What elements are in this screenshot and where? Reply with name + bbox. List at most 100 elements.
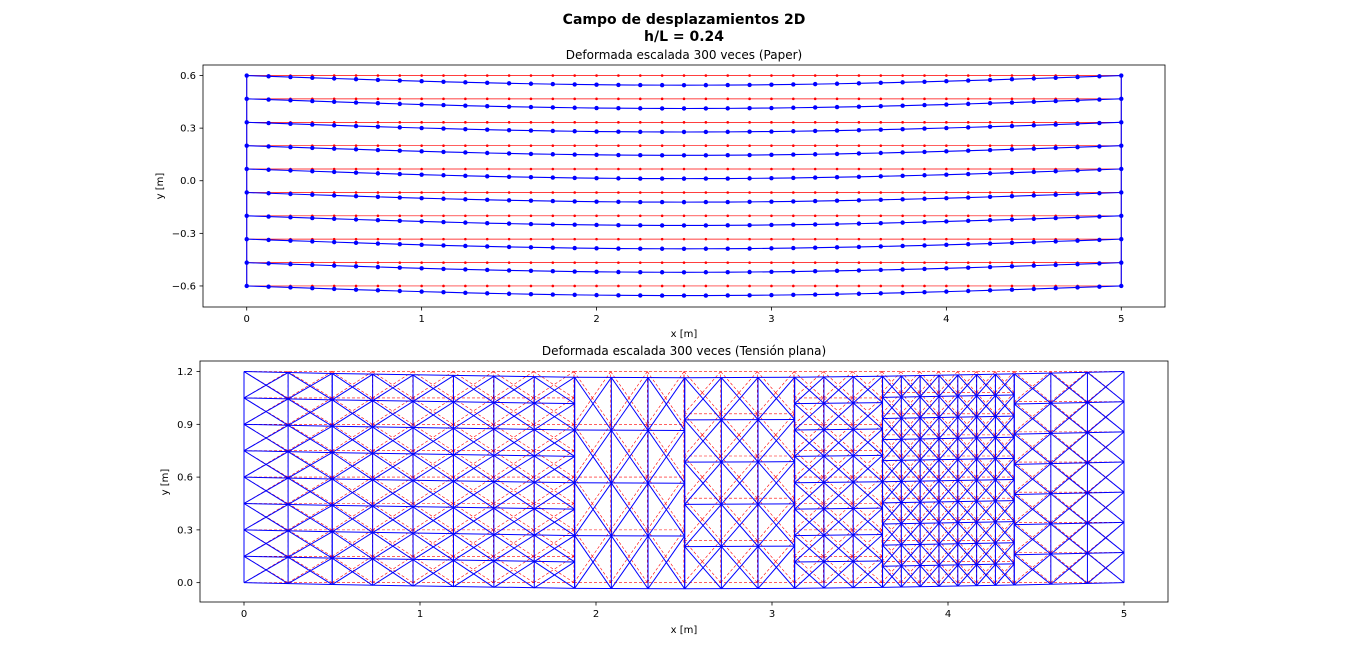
deformed-mesh-edge xyxy=(665,456,686,484)
plot-paper-frame xyxy=(202,64,1166,308)
original-node xyxy=(770,284,773,288)
deformed-mesh-edge xyxy=(976,374,987,386)
deformed-node xyxy=(288,74,293,80)
deformed-node xyxy=(550,198,556,204)
deformed-mesh-edge xyxy=(1050,538,1070,555)
deformed-mesh-edge xyxy=(985,511,996,523)
deformed-mesh-edge xyxy=(720,567,741,590)
deformed-mesh-edge xyxy=(331,518,353,533)
deformed-mesh-edge xyxy=(1050,568,1070,585)
original-mesh-edge xyxy=(412,437,433,451)
deformed-mesh-edge xyxy=(757,482,777,505)
deformed-mesh-edge xyxy=(919,417,930,429)
deformed-mesh-edge xyxy=(352,439,373,454)
deformed-mesh-edge xyxy=(957,575,968,587)
deformed-mesh-edge xyxy=(684,504,704,526)
original-mesh-edge xyxy=(352,529,373,544)
deformed-node xyxy=(594,222,599,228)
original-mesh-edge xyxy=(837,463,853,478)
deformed-mesh-edge xyxy=(794,495,810,510)
original-mesh-edge xyxy=(533,569,554,583)
deformed-mesh-edge xyxy=(592,509,612,537)
deformed-mesh-edge xyxy=(453,428,474,443)
original-mesh-edge xyxy=(372,503,393,517)
deformed-mesh-edge xyxy=(976,384,987,397)
deformed-node xyxy=(1053,215,1058,221)
deformed-mesh-edge xyxy=(720,377,741,400)
deformed-mesh-edge xyxy=(473,560,495,575)
deformed-node xyxy=(944,78,949,84)
deformed-node xyxy=(353,287,359,292)
original-mesh-edge xyxy=(1068,461,1088,478)
deformed-node xyxy=(506,221,512,226)
deformed-mesh-edge xyxy=(948,469,959,481)
plot-paper-xlabel: x [m] xyxy=(671,329,698,340)
original-node xyxy=(923,121,926,124)
original-mesh-edge xyxy=(647,450,666,478)
original-node xyxy=(595,97,598,101)
original-mesh-edge xyxy=(533,516,554,531)
original-node xyxy=(835,97,839,101)
deformed-node xyxy=(1031,123,1037,128)
original-mesh-edge xyxy=(331,503,353,517)
original-mesh-edge xyxy=(287,384,311,399)
deformed-mesh-edge xyxy=(867,389,883,403)
deformed-node xyxy=(550,128,556,134)
original-mesh-edge xyxy=(852,424,868,438)
deformed-node xyxy=(878,220,883,226)
deformed-node xyxy=(681,153,687,158)
original-mesh-edge xyxy=(287,410,311,425)
deformed-mesh-edge xyxy=(957,437,968,450)
original-node xyxy=(442,74,445,77)
deformed-mesh-edge xyxy=(702,567,722,590)
deformed-mesh-edge xyxy=(1087,462,1107,478)
original-mesh-edge xyxy=(910,445,920,457)
deformed-mesh-edge xyxy=(453,533,474,548)
original-mesh-edge xyxy=(287,490,311,504)
original-mesh-edge xyxy=(647,397,666,425)
deformed-mesh-edge xyxy=(838,547,854,562)
deformed-mesh-edge xyxy=(309,399,333,414)
original-node xyxy=(398,74,402,77)
deformed-mesh-edge xyxy=(1004,553,1015,565)
deformed-mesh-edge xyxy=(882,470,893,483)
original-mesh-edge xyxy=(928,381,939,393)
original-mesh-edge xyxy=(647,503,666,531)
original-node xyxy=(660,261,664,264)
deformed-mesh-edge xyxy=(900,512,912,525)
deformed-mesh-edge xyxy=(534,442,555,457)
original-mesh-edge xyxy=(610,397,630,425)
original-mesh-edge xyxy=(1068,552,1088,568)
original-node xyxy=(398,237,402,241)
original-mesh-edge xyxy=(628,424,648,451)
original-mesh-edge xyxy=(493,542,514,557)
original-node xyxy=(835,284,839,288)
original-mesh-edge xyxy=(372,397,393,412)
original-mesh-edge xyxy=(867,371,883,385)
original-mesh-edge xyxy=(573,371,593,399)
original-node xyxy=(507,167,511,171)
deformed-node xyxy=(987,288,993,293)
deformed-mesh-edge xyxy=(331,478,353,494)
original-node xyxy=(945,144,948,147)
deformed-mesh-edge xyxy=(985,521,996,534)
deformed-mesh-edge xyxy=(739,461,759,484)
deformed-mesh-edge xyxy=(948,427,959,439)
deformed-mesh-edge xyxy=(919,544,930,556)
deformed-mesh-edge xyxy=(534,416,555,431)
original-mesh-edge xyxy=(331,569,353,583)
deformed-mesh-edge xyxy=(702,503,722,526)
deformed-mesh-edge xyxy=(823,534,839,549)
deformed-mesh-edge xyxy=(794,481,883,484)
original-node xyxy=(1010,97,1014,101)
deformed-node xyxy=(397,288,402,294)
original-node xyxy=(726,284,730,288)
original-node xyxy=(857,284,861,288)
original-mesh-edge xyxy=(881,498,892,509)
original-mesh-edge xyxy=(665,503,685,531)
deformed-mesh-edge xyxy=(966,500,978,513)
deformed-mesh-edge xyxy=(739,440,759,463)
deformed-mesh-edge xyxy=(1013,494,1033,510)
